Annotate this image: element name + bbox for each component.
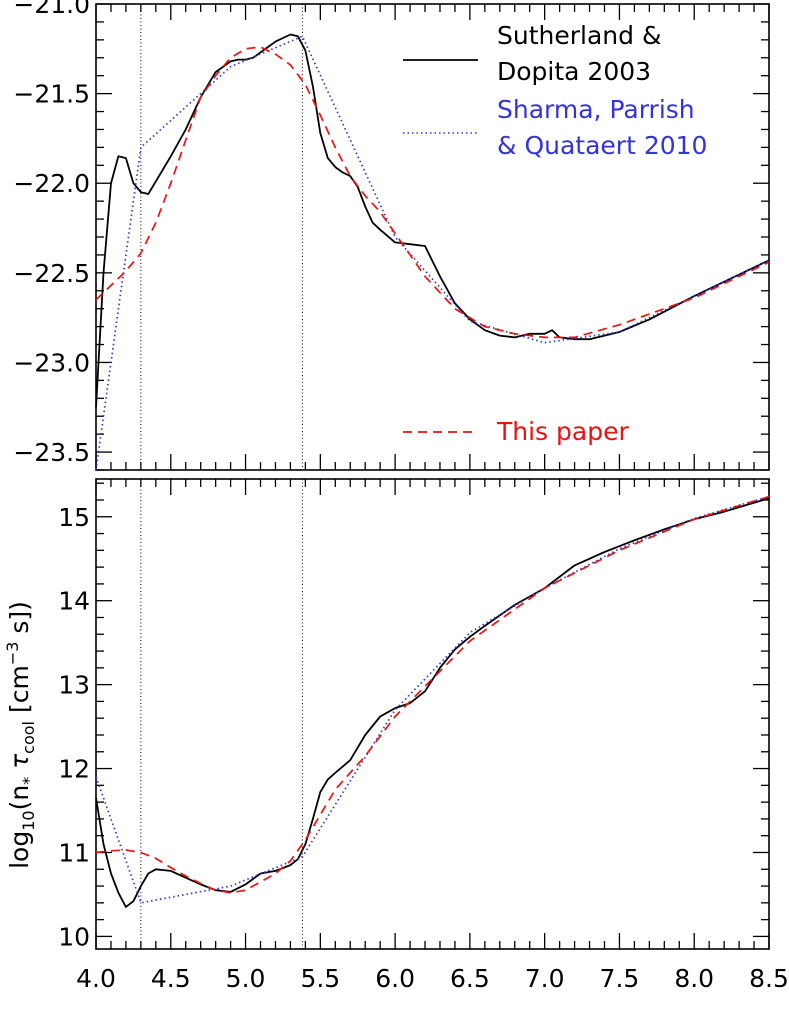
top-plot-frame (95, 3, 770, 471)
legend-label-sutherland-line2: Dopita 2003 (497, 57, 651, 86)
xtick-label: 6.0 (375, 964, 415, 993)
xtick-label: 7.0 (525, 964, 565, 993)
bottom-ytick-label: 11 (58, 838, 90, 867)
legend: Sutherland & Dopita 2003 Sharma, Parrish… (403, 21, 707, 446)
bottom-ytick-label: 10 (58, 922, 90, 951)
top-series-this-paper (95, 46, 770, 339)
xtick-label: 5.5 (300, 964, 340, 993)
ylabel-open: (n (5, 785, 34, 811)
y-axis-label: log10(n* τcool [cm−3 s]) (3, 601, 38, 869)
x-tick-labels: 4.0 4.5 5.0 5.5 6.0 6.5 7.0 7.5 8.0 8.5 (76, 964, 789, 993)
bottom-axis-ticks (95, 479, 770, 949)
top-ytick-label: −21.0 (13, 0, 90, 19)
ylabel-units: [cm (5, 665, 34, 721)
top-axis-ticks (95, 3, 770, 471)
top-ytick-label: −22.5 (13, 259, 90, 288)
top-panel: −21.0 −21.5 −22.0 −22.5 −23.0 −23.5 Sutherlan… (13, 0, 770, 471)
xtick-label: 8.0 (674, 964, 714, 993)
bottom-ytick-label: 12 (58, 755, 90, 784)
bottom-series-sutherland-dopita (95, 497, 770, 908)
bottom-ytick-label: 15 (58, 503, 90, 532)
top-y-tick-labels: −21.0 −21.5 −22.0 −22.5 −23.0 −23.5 (13, 0, 90, 467)
bottom-plot-frame (95, 478, 770, 950)
top-reference-lines (140, 4, 303, 470)
legend-label-this-paper: This paper (496, 417, 629, 446)
ylabel-log: log (5, 831, 34, 869)
xtick-label: 4.5 (151, 964, 191, 993)
ylabel-sub-star: * (19, 777, 38, 785)
bottom-panel: 10 11 12 13 14 15 4.0 4.5 5.0 5.5 6.0 6.5 7.0 7.5 8.0… (3, 478, 789, 993)
top-series-sutherland-dopita (95, 33, 770, 408)
top-ytick-label: −23.0 (13, 348, 90, 377)
ylabel-close: s]) (5, 601, 34, 641)
xtick-label: 5.0 (226, 964, 266, 993)
bottom-series-group (95, 495, 770, 908)
bottom-series-this-paper (95, 495, 770, 894)
top-ytick-label: −21.5 (13, 80, 90, 109)
bottom-series-sharma-parrish-quataert (95, 495, 770, 904)
ylabel-sub-10: 10 (19, 810, 38, 830)
ylabel-sub-cool: cool (19, 721, 38, 754)
top-series-sharma-parrish-quataert (95, 35, 770, 471)
bottom-ytick-label: 14 (58, 587, 90, 616)
legend-label-sharma-line1: Sharma, Parrish (497, 95, 695, 124)
top-series-group (95, 33, 770, 471)
bottom-y-tick-labels: 10 11 12 13 14 15 (58, 503, 90, 952)
bottom-ytick-label: 13 (58, 671, 90, 700)
ylabel-sup: −3 (3, 642, 22, 666)
bottom-reference-lines (140, 479, 303, 949)
top-ytick-label: −23.5 (13, 438, 90, 467)
xtick-label: 7.5 (600, 964, 640, 993)
xtick-label: 8.5 (749, 964, 789, 993)
xtick-label: 4.0 (76, 964, 116, 993)
xtick-label: 6.5 (450, 964, 490, 993)
legend-label-sutherland-line1: Sutherland & (497, 21, 661, 50)
legend-label-sharma-line2: & Quataert 2010 (497, 131, 707, 160)
ylabel-tau: τ (5, 753, 34, 777)
top-ytick-label: −22.0 (13, 169, 90, 198)
